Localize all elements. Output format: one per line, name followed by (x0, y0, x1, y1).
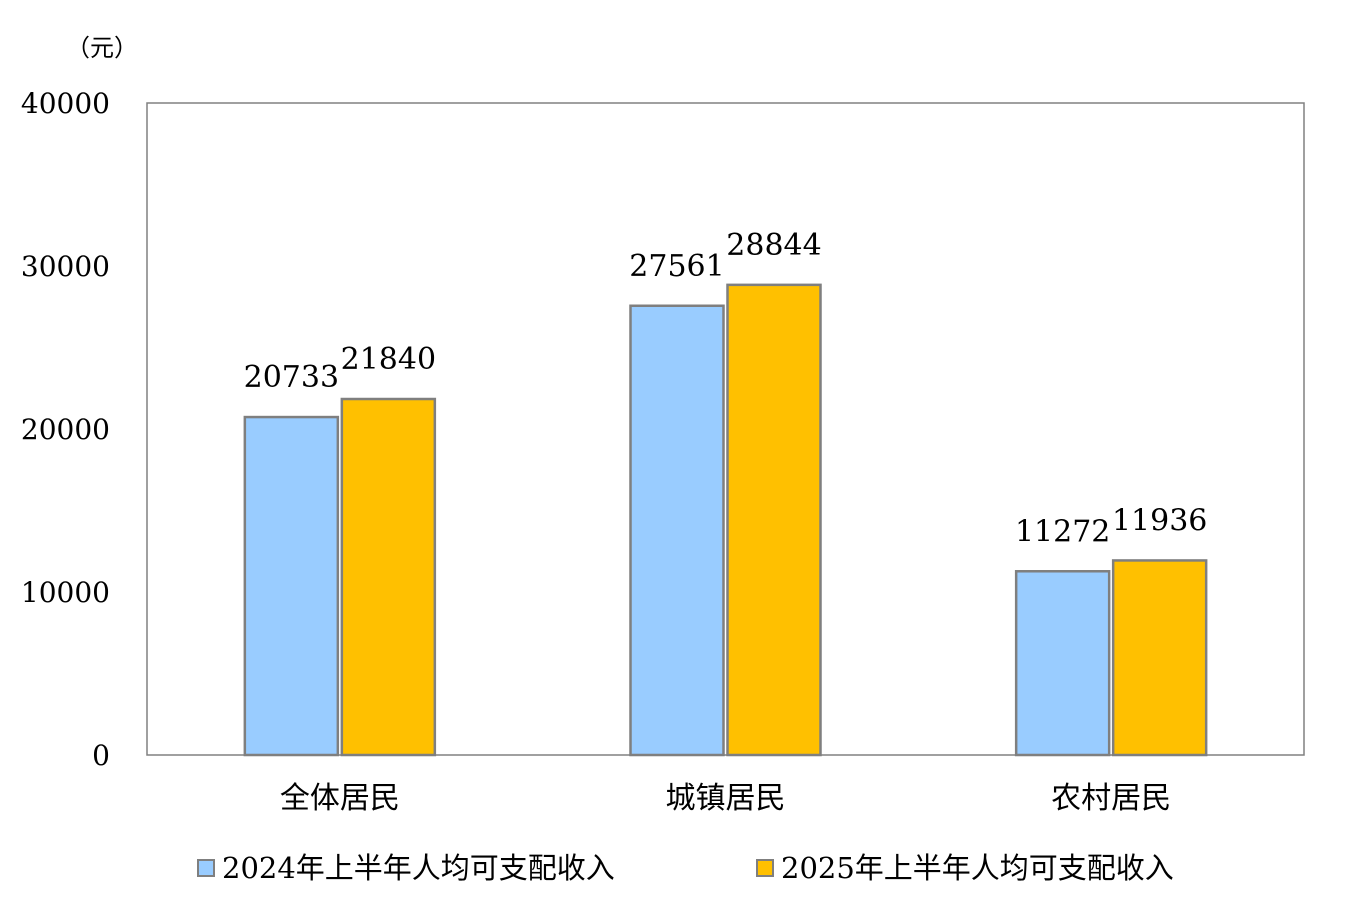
x-category-label: 全体居民 (280, 781, 400, 816)
x-category-label: 农村居民 (1051, 781, 1171, 816)
y-tick-label: 20000 (21, 413, 110, 446)
bar-data-label: 28844 (726, 228, 821, 263)
bar-data-label: 11272 (1015, 514, 1110, 549)
plot-area-border (146, 102, 1305, 756)
bar-data-label: 11936 (1112, 503, 1207, 538)
bar-series-1-cat-1 (243, 415, 340, 757)
bar-data-label: 21840 (341, 342, 436, 377)
legend-swatch-series-1 (197, 859, 215, 877)
bar-series-2-cat-3 (1111, 559, 1208, 757)
bar-data-label: 20733 (244, 360, 339, 395)
legend-swatch-series-2 (756, 859, 774, 877)
bar-series-2-cat-2 (726, 283, 822, 757)
legend-label-series-1: 2024年上半年人均可支配收入 (222, 851, 615, 885)
legend-label-series-2: 2025年上半年人均可支配收入 (781, 851, 1174, 885)
bar-data-label: 27561 (629, 249, 724, 284)
y-tick-label: 0 (92, 739, 110, 772)
y-tick-label: 40000 (21, 87, 110, 120)
bar-series-1-cat-2 (629, 304, 725, 757)
bar-series-1-cat-3 (1014, 570, 1111, 757)
y-axis-unit-label: （元） (66, 34, 138, 62)
x-category-label: 城镇居民 (666, 781, 786, 816)
y-tick-label: 10000 (21, 576, 110, 609)
bar-series-2-cat-1 (340, 397, 437, 757)
y-tick-label: 30000 (21, 250, 110, 283)
